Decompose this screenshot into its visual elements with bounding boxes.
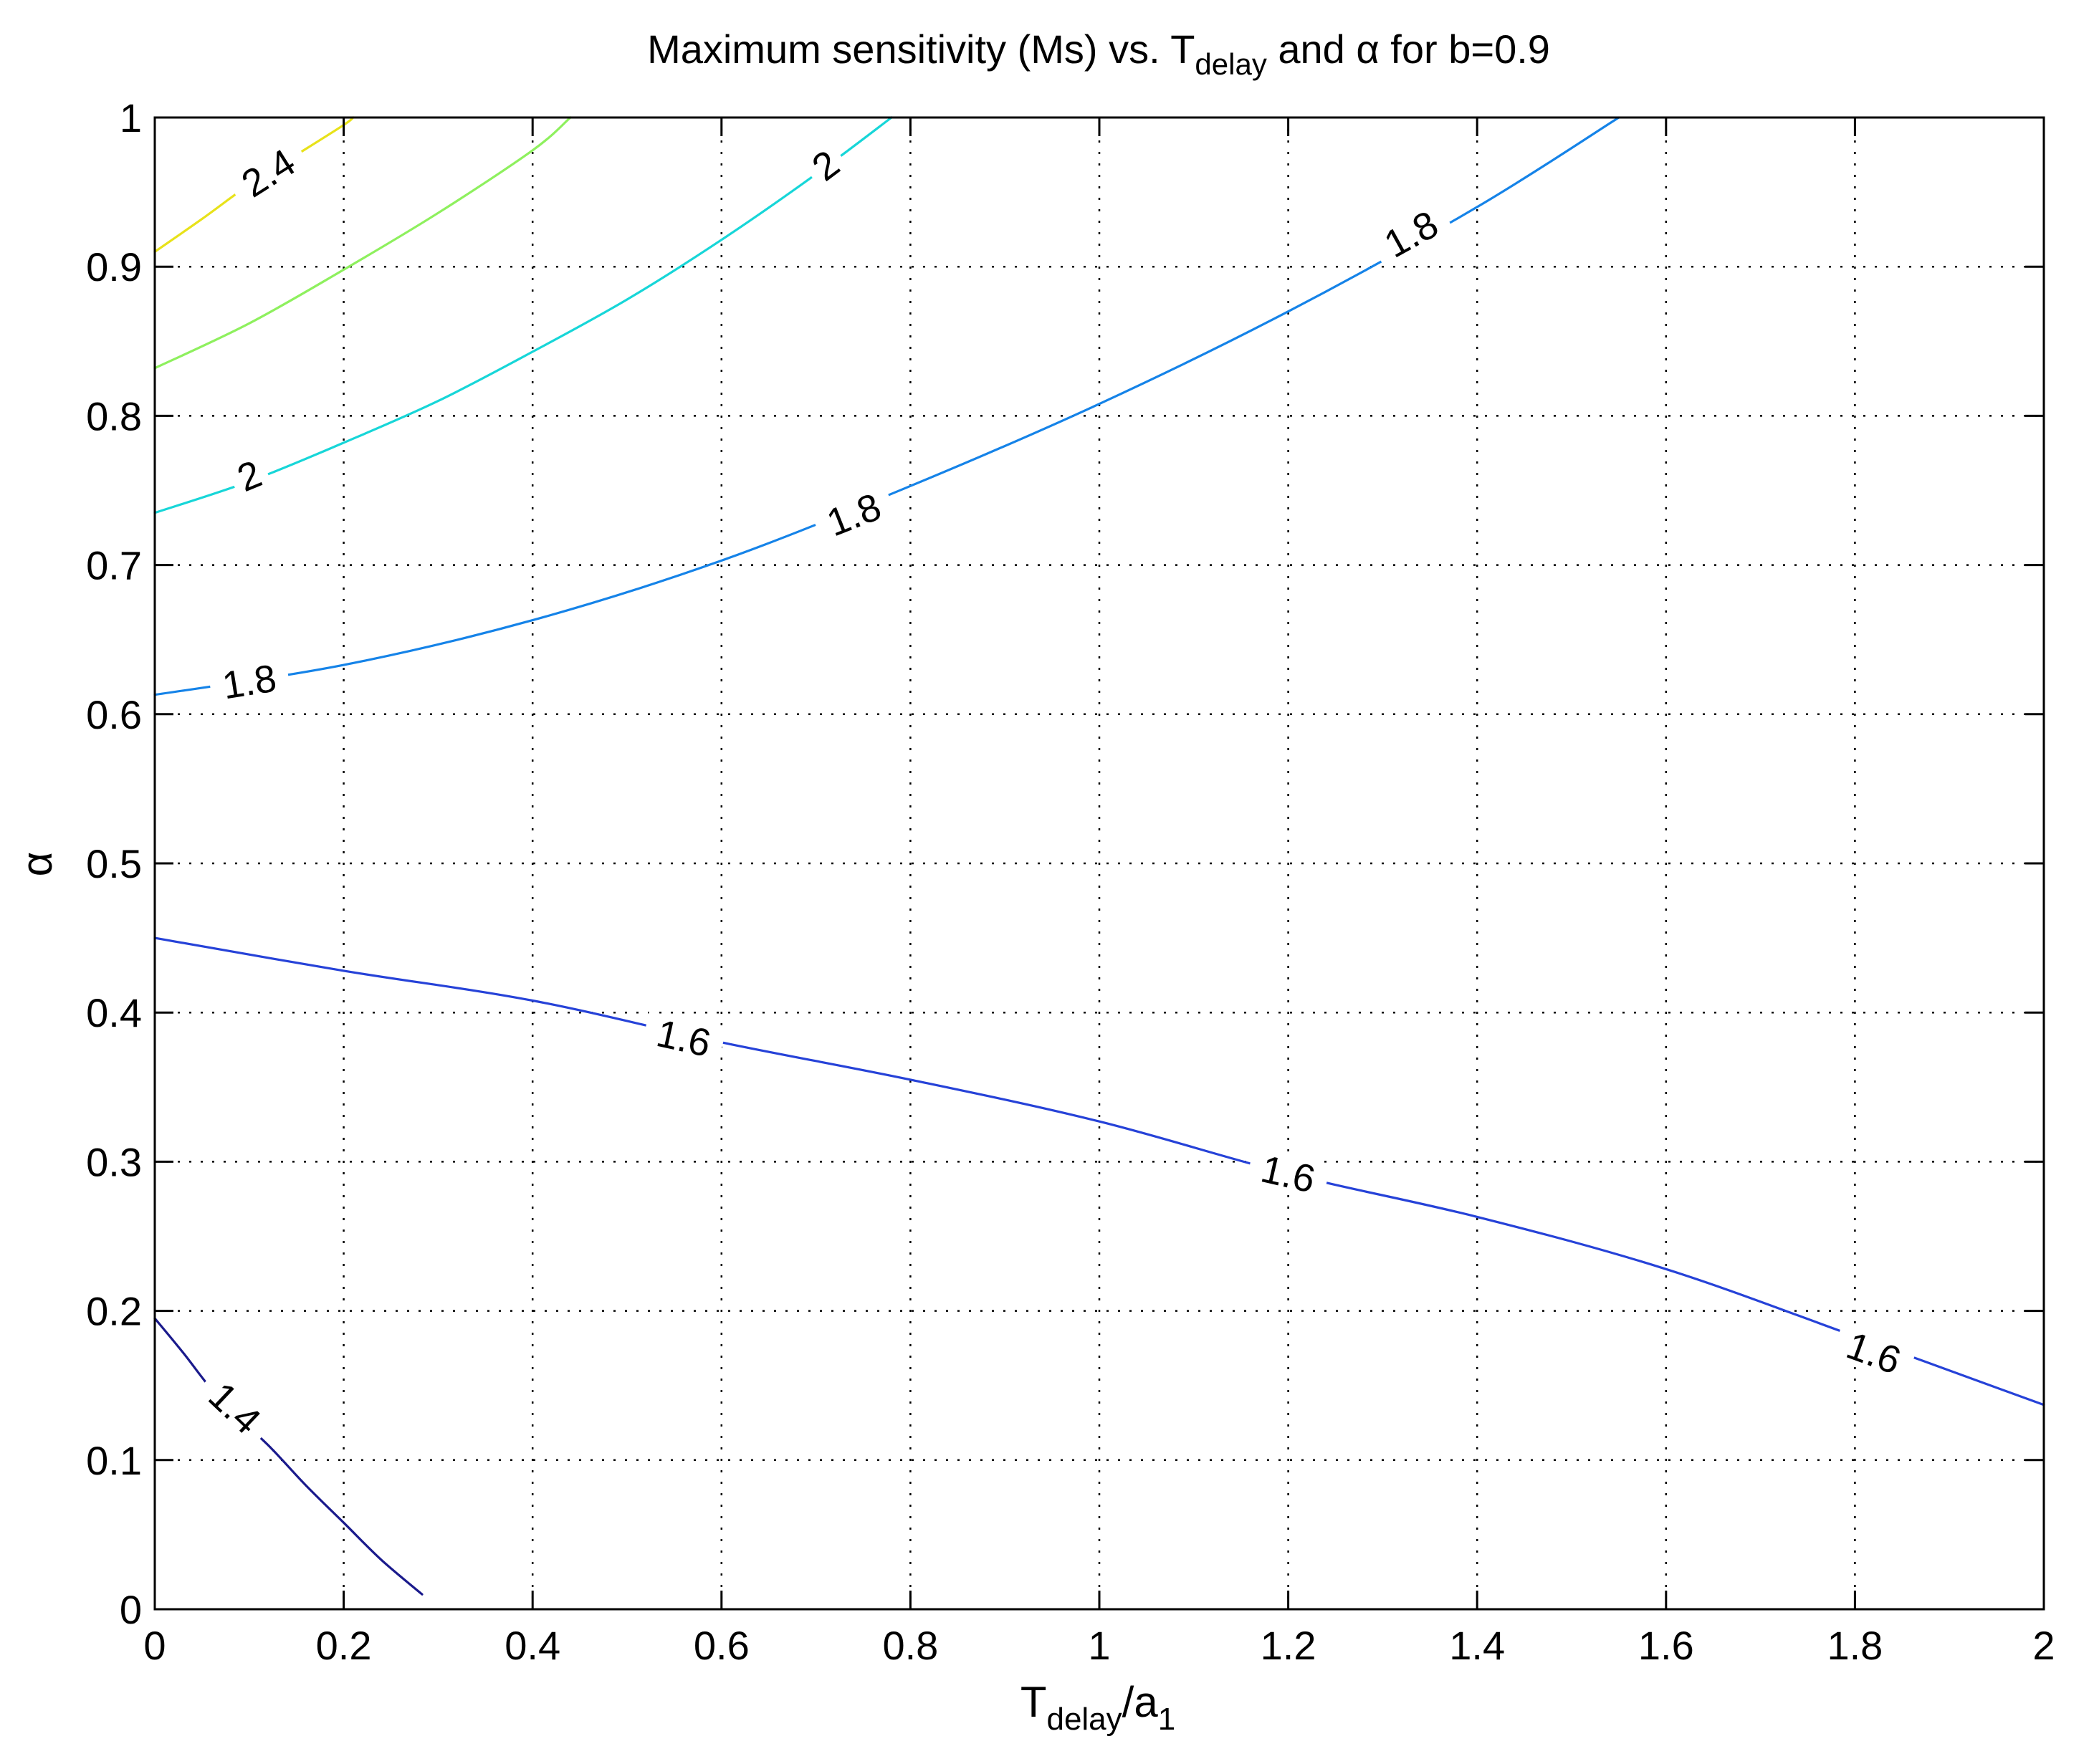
title-prefix-subscript: delay (1195, 47, 1266, 81)
x-tick-label: 1.6 (1638, 1623, 1694, 1668)
y-tick-label: 0.9 (86, 244, 142, 289)
x-tick-label: 1.8 (1827, 1623, 1883, 1668)
x-tick-label: 2 (2032, 1623, 2055, 1668)
y-tick-label: 0 (120, 1587, 142, 1632)
contour-line-1.6 (153, 936, 2045, 1406)
y-tick-label: 0.7 (86, 543, 142, 588)
y-tick-label: 1 (120, 95, 142, 140)
x-axis-label: Tdelay/a1 (1020, 1678, 1175, 1737)
contour-label-2: 2 (800, 139, 851, 191)
grid-lines (155, 118, 2044, 1609)
contour-label-text: 1.8 (219, 656, 279, 707)
contour-label-gap (641, 1011, 727, 1065)
contour-label-gap (1830, 1321, 1918, 1384)
contour-line-1.4 (153, 1317, 424, 1596)
contour-label-1.6: 1.6 (1830, 1321, 1918, 1384)
title-prefix: Maximum sensitivity (Ms) vs. T (647, 27, 1195, 72)
contour-label-gap (225, 451, 273, 500)
y-tick-label: 0.3 (86, 1139, 142, 1184)
contour-line-2.2 (153, 116, 572, 370)
y-tick-label: 0.5 (86, 841, 142, 886)
title-suffix: for b=0.9 (1380, 27, 1550, 72)
y-tick-label: 0.6 (86, 692, 142, 737)
chart-title: Maximum sensitivity (Ms) vs. Tdelay and … (647, 27, 1550, 81)
contour-label-gap (207, 656, 292, 706)
contour-line-2 (153, 116, 893, 514)
x-tick-label: 0.2 (316, 1623, 372, 1668)
x-label-sub1: delay (1046, 1702, 1122, 1737)
x-label-main: T (1020, 1678, 1047, 1726)
contour-label-gap (1246, 1146, 1332, 1201)
contour-label-gap (810, 482, 898, 547)
y-tick-label: 0.4 (86, 990, 142, 1035)
x-tick-label: 1.4 (1449, 1623, 1505, 1668)
x-tick-label: 1.2 (1261, 1623, 1316, 1668)
contour-label-2: 2 (225, 451, 273, 500)
contour-label-1.8: 1.8 (207, 656, 292, 707)
y-tick-label: 0.8 (86, 393, 142, 438)
y-axis-label: α (13, 852, 61, 877)
x-tick-label: 0.8 (882, 1623, 938, 1668)
x-tick-label: 1 (1088, 1623, 1110, 1668)
title-symbol: α (1356, 27, 1379, 72)
contour-label-gap (224, 135, 312, 210)
x-tick-label: 0.4 (505, 1623, 560, 1668)
y-tick-label: 0.2 (86, 1289, 142, 1334)
axis-ticks: 0 0.2 0.4 0.6 0.8 1 1.2 1.4 1.6 1.8 2 0 0.1 0.2 0.3 0.4… (86, 95, 2055, 1668)
y-tick-label: 0.1 (86, 1438, 142, 1483)
x-tick-label: 0 (143, 1623, 166, 1668)
contour-label-gap (800, 139, 851, 191)
contour-label-gap (193, 1367, 277, 1449)
contour-label-gap (1367, 198, 1455, 269)
x-label-sub2: 1 (1158, 1702, 1175, 1737)
x-label-mid: /a (1122, 1678, 1159, 1726)
x-tick-label: 0.6 (694, 1623, 750, 1668)
title-middle: and (1267, 27, 1357, 72)
